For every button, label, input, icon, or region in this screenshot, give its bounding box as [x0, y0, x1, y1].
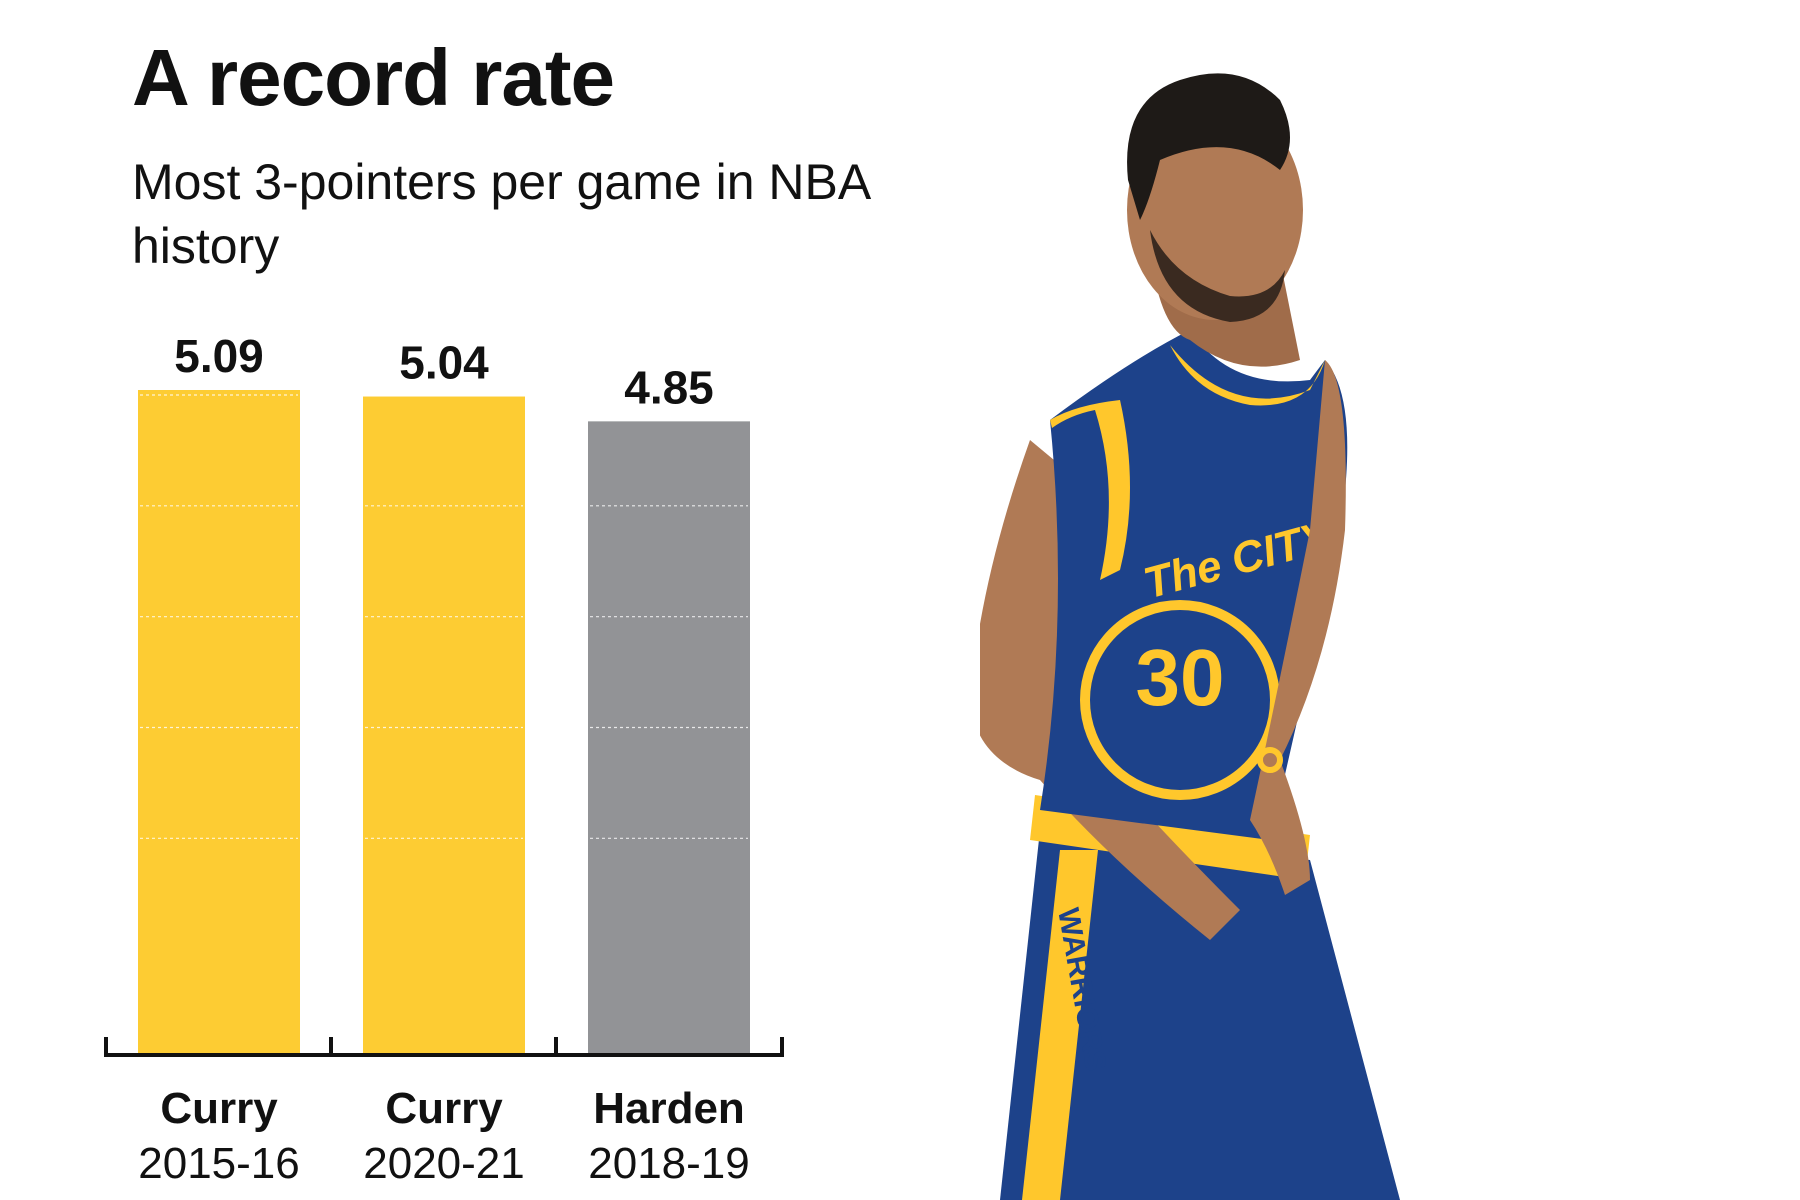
category-season-3: 2018-19	[588, 1139, 749, 1188]
value-label-1: 5.09	[174, 330, 264, 382]
player-photo: The CITY 30 WARRIORS	[980, 73, 1400, 1200]
bar-1	[138, 390, 300, 1055]
bar-2	[363, 396, 525, 1055]
category-name-3: Harden	[593, 1084, 745, 1133]
category-name-2: Curry	[385, 1084, 503, 1133]
gridlines	[140, 394, 748, 839]
left-arm	[980, 440, 1240, 940]
shorts	[1000, 830, 1400, 1200]
shorts-stripe	[1022, 850, 1098, 1200]
bar-chart: 5.09 Curry 2015-16 5.04 Curry 2020-21 4.85 Hard…	[104, 330, 784, 1188]
category-season-2: 2020-21	[363, 1139, 524, 1188]
wristband	[1257, 747, 1283, 773]
right-arm	[1250, 360, 1346, 895]
chart-title: A record rate	[132, 33, 615, 122]
category-season-1: 2015-16	[138, 1139, 299, 1188]
beard	[1150, 230, 1285, 322]
chart-subtitle: Most 3-pointers per game in NBA history	[132, 154, 869, 274]
x-axis	[104, 1037, 784, 1057]
value-label-2: 5.04	[399, 337, 489, 389]
jersey-trim-arm	[1050, 400, 1130, 580]
jersey-number: 30	[1136, 633, 1225, 722]
bar-3	[588, 421, 750, 1055]
player-illustration: The CITY 30 WARRIORS	[980, 73, 1400, 1200]
hair	[1127, 73, 1290, 220]
category-name-1: Curry	[160, 1084, 278, 1133]
labels-layer: 5.09 Curry 2015-16 5.04 Curry 2020-21 4.85 Hard…	[138, 330, 749, 1188]
jersey-logo-circle	[1080, 600, 1280, 800]
value-label-3: 4.85	[624, 361, 714, 413]
bars-layer	[138, 390, 750, 1055]
